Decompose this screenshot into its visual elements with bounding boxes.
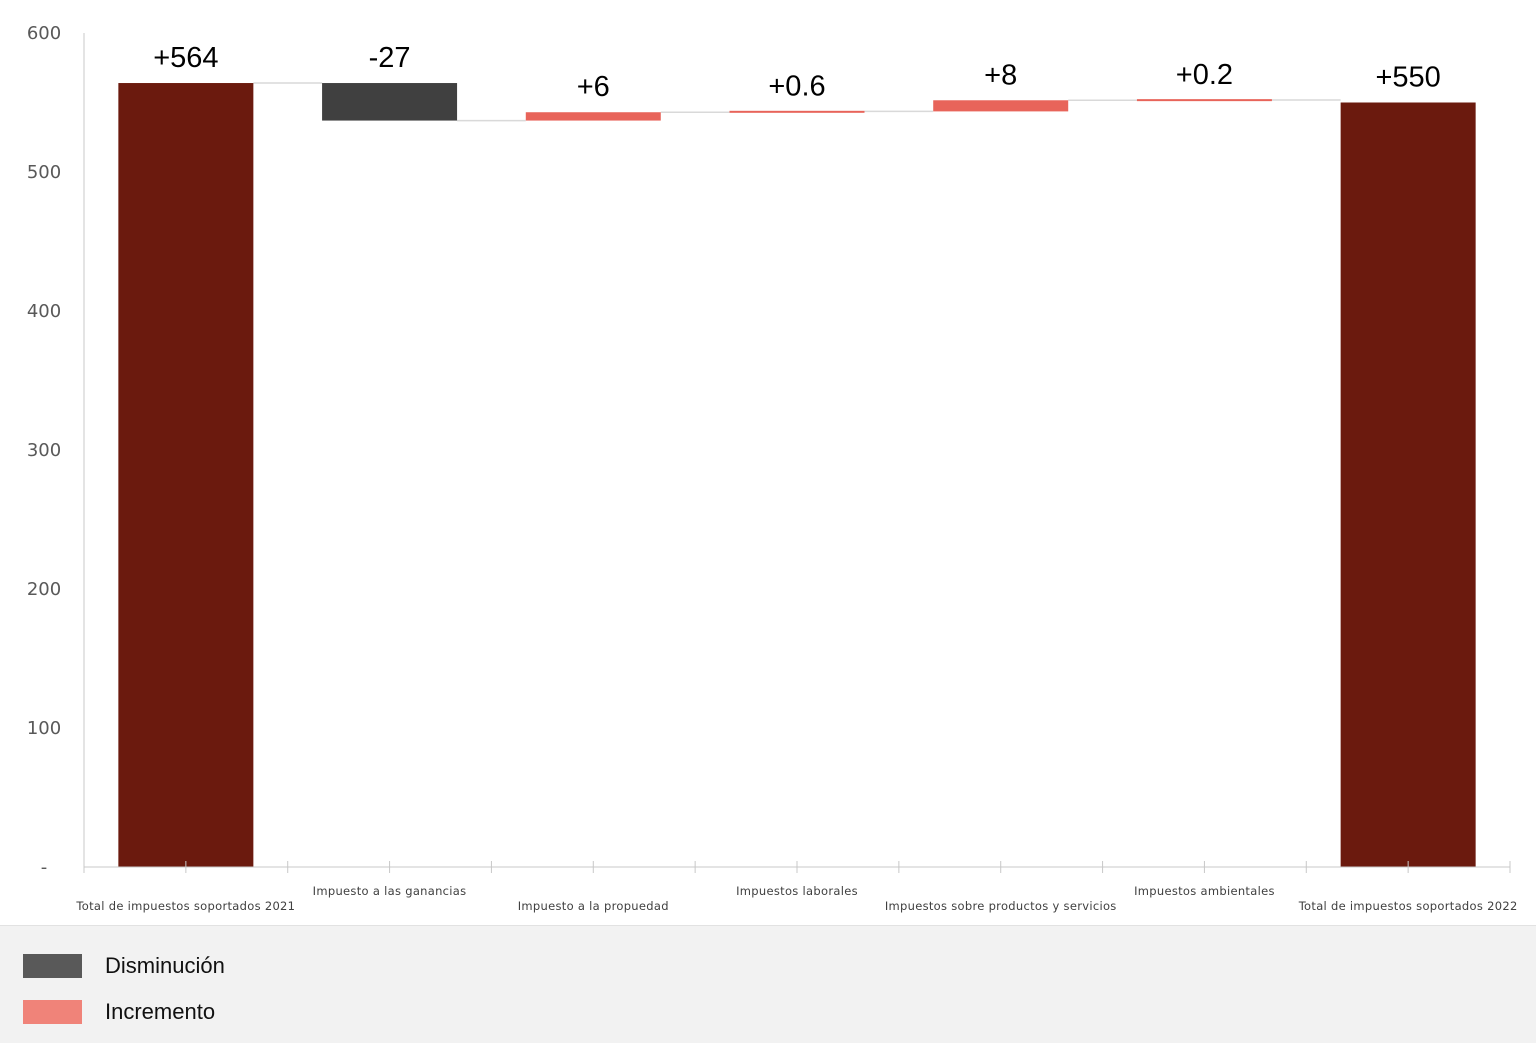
data-label: +0.2 — [1176, 59, 1233, 91]
bar-decrease — [322, 83, 458, 121]
bar-total — [1340, 102, 1476, 867]
legend-item-increase: Incremento — [23, 999, 216, 1024]
y-tick-label: 300 — [27, 440, 61, 461]
data-label: +8 — [984, 59, 1017, 91]
data-label: +6 — [577, 71, 610, 103]
y-tick-label: - — [41, 857, 48, 878]
bar-increase — [1136, 99, 1272, 102]
y-tick-label: 400 — [27, 301, 61, 322]
bar-increase — [933, 100, 1069, 112]
legend-item-decrease: Disminución — [23, 953, 225, 978]
bar-increase — [525, 112, 661, 121]
y-tick-label: 100 — [27, 718, 61, 739]
y-tick-label: 500 — [27, 162, 61, 183]
x-category-label: Impuestos laborales — [736, 884, 858, 898]
legend-swatch-decrease — [23, 954, 82, 978]
legend: Disminución Incremento — [0, 926, 1536, 1043]
data-label: +550 — [1375, 62, 1440, 94]
data-label: +564 — [153, 42, 218, 74]
data-label: +0.6 — [768, 70, 825, 102]
legend-label-increase: Incremento — [105, 999, 216, 1024]
x-category-label: Total de impuestos soportados 2021 — [75, 899, 295, 913]
x-category-label: Impuesto a la propuedad — [518, 899, 669, 913]
data-label: -27 — [369, 42, 411, 74]
x-category-label: Total de impuestos soportados 2022 — [1298, 899, 1518, 913]
x-category-label: Impuesto a las ganancias — [313, 884, 467, 898]
y-tick-label: 200 — [27, 579, 61, 600]
x-category-label: Impuestos ambientales — [1134, 884, 1275, 898]
bar-increase — [729, 110, 865, 113]
legend-swatch-increase — [23, 1000, 82, 1024]
chart-area: - 100 200 300 400 500 600 +564 -27 +6 +0.6 +8 +0.2 +5… — [0, 23, 1536, 926]
waterfall-chart: - 100 200 300 400 500 600 +564 -27 +6 +0.6 +8 +0.2 +5… — [27, 23, 1518, 913]
y-tick-label: 600 — [27, 23, 61, 44]
bar-total — [118, 83, 254, 868]
x-category-label: Impuestos sobre productos y servicios — [885, 899, 1117, 913]
legend-label-decrease: Disminución — [105, 953, 225, 978]
